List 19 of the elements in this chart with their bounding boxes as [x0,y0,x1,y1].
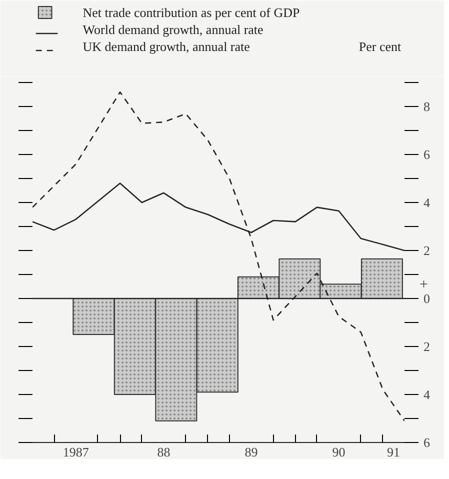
y-tick-label: 8 [424,99,430,114]
text: + [420,277,428,294]
legend-label: UK demand growth, annual rate [82,39,250,54]
y-axis-title: Per cent [358,39,402,54]
y-tick-label: 6 [424,147,430,162]
y-tick-label: 0 [424,291,430,306]
x-tick-label: 90 [332,444,346,460]
x-tick-label: 89 [244,444,258,460]
x-tick-label: 1987 [62,444,90,460]
y-tick-label: 2 [424,339,430,354]
y-tick-label: 6 [424,435,430,450]
y-tick-label: 2 [424,243,430,258]
y-tick-label: 4 [424,387,430,402]
legend-label: World demand growth, annual rate [82,22,264,37]
x-tick-label: 88 [157,444,170,460]
x-tick-label: 91 [386,444,400,460]
legend-label: Net trade contribution as per cent of GDP [82,5,300,20]
y-tick-label: 4 [424,195,430,210]
line-series [32,91,404,422]
